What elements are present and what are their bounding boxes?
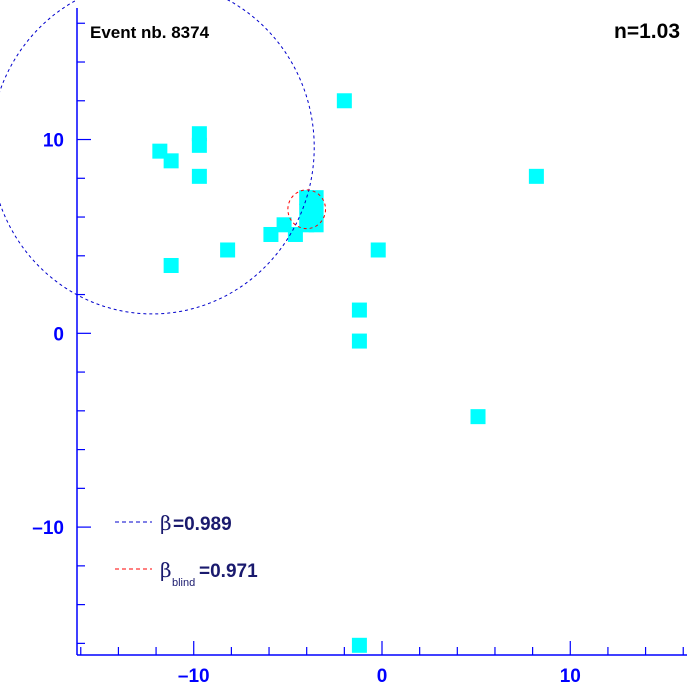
- legend-beta-blind-symbol: β: [160, 558, 172, 582]
- refractive-index-label: n=1.03: [614, 20, 680, 43]
- hit-marker: [220, 242, 236, 258]
- y-axis-ticks: [77, 22, 91, 644]
- x-tick-label: 0: [377, 666, 388, 687]
- x-tick-label: 10: [560, 666, 581, 687]
- hit-marker: [308, 203, 324, 219]
- hit-marker: [163, 257, 179, 273]
- y-tick-label: 0: [53, 324, 64, 345]
- hit-marker: [308, 217, 324, 233]
- legend-beta-symbol: β: [160, 511, 172, 535]
- legend-beta-blind-value: =0.971: [199, 561, 258, 582]
- hit-marker: [152, 143, 168, 159]
- hit-marker: [191, 168, 207, 184]
- legend: β =0.989 β blind =0.971: [115, 511, 258, 589]
- legend-entry-beta-blind: β blind =0.971: [115, 558, 258, 589]
- hit-marker: [470, 409, 486, 425]
- event-number-label: Event nb. 8374: [90, 23, 210, 42]
- beta-ring: [0, 0, 315, 315]
- x-tick-label: –10: [178, 666, 210, 687]
- hit-marker: [276, 217, 292, 233]
- hit-marker: [370, 242, 386, 258]
- axes: [76, 8, 687, 656]
- hit-marker: [528, 168, 544, 184]
- hit-marker: [191, 126, 207, 142]
- legend-beta-blind-subscript: blind: [172, 577, 195, 589]
- hit-marker: [163, 153, 179, 169]
- hit-marker: [263, 226, 279, 242]
- hit-marker: [351, 302, 367, 318]
- rings-layer: [0, 0, 327, 315]
- hit-marker: [191, 137, 207, 153]
- y-tick-label: 10: [43, 131, 64, 152]
- hit-marker: [336, 93, 352, 109]
- hit-marker: [308, 190, 324, 206]
- legend-beta-value: =0.989: [173, 514, 232, 535]
- hit-marker: [351, 637, 367, 653]
- hit-marker: [287, 226, 303, 242]
- y-tick-label: –10: [32, 518, 64, 539]
- legend-entry-beta: β =0.989: [115, 511, 232, 535]
- hit-marker: [351, 333, 367, 349]
- hits-layer: [152, 93, 544, 653]
- beta-blind-ring: [287, 189, 327, 230]
- x-axis-ticks: [80, 641, 684, 655]
